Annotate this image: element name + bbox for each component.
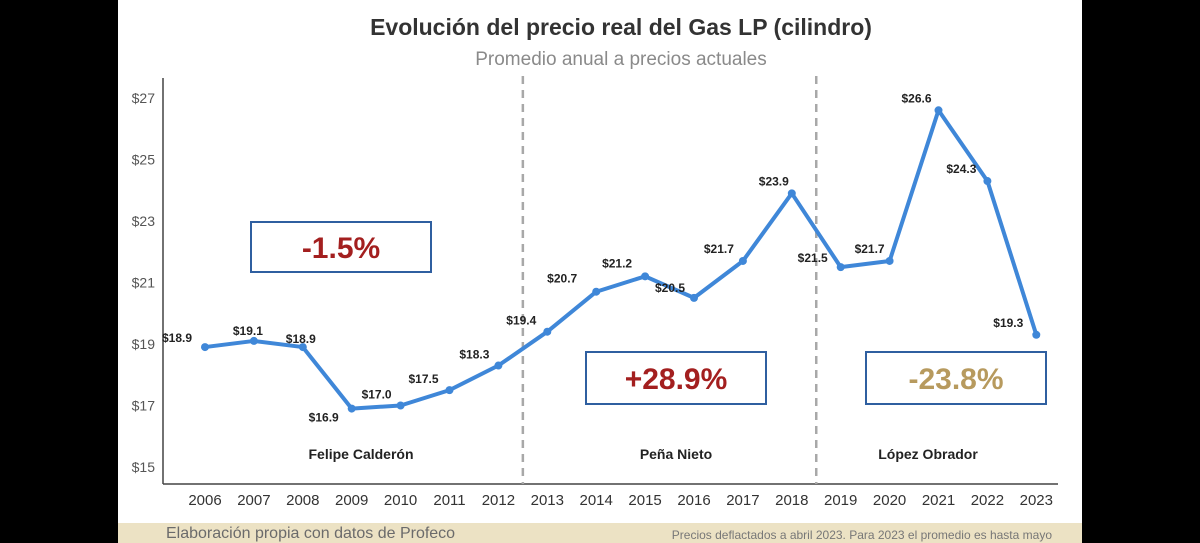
data-point: [396, 401, 405, 410]
x-tick-label: 2009: [335, 492, 368, 509]
chart-title: Evolución del precio real del Gas LP (ci…: [370, 14, 872, 40]
x-tick-label: 2019: [824, 492, 857, 509]
period-change-box: [585, 351, 767, 405]
footer-note: Precios deflactados a abril 2023. Para 2…: [671, 528, 1052, 542]
price-series-line: [203, 108, 1039, 411]
y-tick-label: $27: [132, 90, 156, 106]
data-point: [738, 256, 747, 265]
y-tick-label: $23: [132, 213, 156, 229]
data-point: [298, 343, 307, 352]
footer-source: Elaboración propia con datos de Profeco: [166, 525, 456, 542]
x-tick-label: 2006: [188, 492, 221, 509]
data-point: [983, 177, 992, 186]
x-tick-label: 2023: [1020, 492, 1053, 509]
data-label: $21.7: [855, 242, 885, 256]
data-point: [347, 404, 356, 413]
price-line-chart: Evolución del precio real del Gas LP (ci…: [132, 14, 1058, 509]
data-label: $23.9: [759, 174, 789, 188]
data-label: $24.3: [946, 162, 976, 176]
data-label: $19.3: [993, 316, 1023, 330]
data-point: [201, 343, 209, 352]
period-change-value: -23.8%: [908, 363, 1003, 396]
footer-bar: [118, 523, 1082, 543]
data-point: [934, 106, 943, 115]
x-tick-label: 2016: [677, 492, 710, 509]
x-tick-label: 2013: [531, 492, 564, 509]
data-point: [494, 361, 503, 370]
period-name: Peña Nieto: [640, 446, 712, 462]
data-point: [249, 336, 258, 345]
data-point: [592, 287, 601, 296]
x-tick-label: 2011: [433, 492, 465, 509]
y-tick-label: $15: [132, 459, 156, 475]
data-label: $20.7: [547, 272, 577, 286]
period-name: Felipe Calderón: [308, 446, 413, 462]
data-label: $18.9: [162, 331, 192, 345]
x-tick-label: 2022: [971, 492, 1004, 509]
data-label: $17.0: [362, 388, 392, 402]
x-tick-label: 2007: [237, 492, 270, 509]
x-tick-label: 2015: [628, 492, 661, 509]
x-tick-label: 2017: [726, 492, 759, 509]
data-label: $16.9: [309, 411, 339, 425]
data-label: $17.5: [408, 372, 438, 386]
data-label: $18.9: [286, 332, 316, 346]
y-tick-label: $17: [132, 398, 156, 414]
data-point: [885, 256, 894, 265]
x-tick-label: 2012: [482, 492, 515, 509]
y-tick-label: $19: [132, 336, 156, 352]
period-change-box: [865, 351, 1047, 405]
data-point: [690, 293, 698, 302]
data-label: $21.7: [704, 242, 734, 256]
y-tick-label: $25: [132, 152, 156, 168]
data-label: $21.5: [798, 251, 828, 265]
y-tick-label: $21: [132, 275, 156, 291]
data-point: [787, 189, 796, 198]
slide: Evolución del precio real del Gas LP (ci…: [118, 0, 1082, 543]
data-label: $19.1: [233, 324, 263, 338]
x-tick-label: 2014: [580, 492, 613, 509]
data-point: [543, 327, 552, 336]
period-change-value: +28.9%: [625, 363, 728, 396]
period-name: López Obrador: [878, 446, 978, 462]
data-label: $20.5: [655, 281, 685, 295]
data-point: [1032, 330, 1041, 339]
x-tick-label: 2020: [873, 492, 906, 509]
period-change-value: -1.5%: [302, 232, 380, 265]
chart-subtitle: Promedio anual a precios actuales: [475, 49, 767, 70]
x-tick-label: 2008: [286, 492, 319, 509]
data-label: $21.2: [602, 256, 632, 270]
data-point: [836, 263, 845, 272]
data-label: $18.3: [459, 348, 489, 362]
data-point: [445, 386, 454, 395]
data-label: $19.4: [506, 314, 536, 328]
data-point: [641, 272, 650, 281]
x-tick-label: 2010: [384, 492, 417, 509]
period-change-box: [250, 221, 432, 273]
x-tick-label: 2018: [775, 492, 808, 509]
x-tick-label: 2021: [922, 492, 955, 509]
data-label: $26.6: [901, 91, 931, 105]
